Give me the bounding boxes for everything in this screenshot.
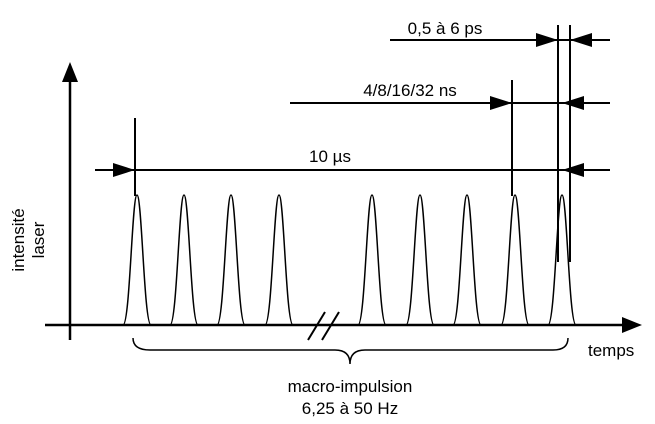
pulse [264,194,294,326]
label: 10 µs [309,147,351,166]
pulse [452,194,482,326]
x-arrow [622,317,642,333]
pulse [216,194,246,326]
brace-label: macro-impulsion [288,377,413,396]
dimension-arrows [490,96,584,110]
label: 4/8/16/32 ns [363,81,457,100]
y-label-line: intensité [9,208,28,271]
label: 0,5 à 6 ps [408,19,483,38]
pulse [405,194,435,326]
y-label-line: laser [29,221,48,258]
pulse [357,194,387,326]
pulse [500,194,530,326]
pulse [122,194,152,326]
brace [132,337,569,365]
y-axis-label: intensité laser [9,208,48,271]
break-mark [307,311,326,341]
break-mark [321,311,340,341]
y-arrow [62,62,78,82]
pulse [169,194,199,326]
x-axis-label: temps [588,341,634,360]
brace-sublabel: 6,25 à 50 Hz [302,399,398,418]
dimension-arrows [536,33,592,47]
pulse [547,194,577,326]
